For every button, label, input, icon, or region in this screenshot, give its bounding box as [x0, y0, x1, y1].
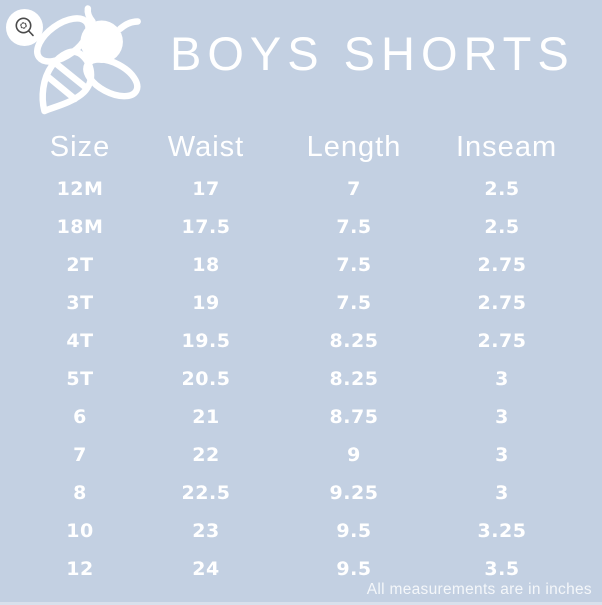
table-cell: 2.75 — [477, 254, 527, 276]
table-cell: 17.5 — [181, 216, 231, 238]
table-cell: 19 — [192, 292, 220, 314]
table-cell: 2.75 — [477, 292, 527, 314]
magnifier-zoom-icon — [15, 17, 34, 37]
table-cell: 2T — [66, 254, 94, 276]
image-bottom-edge — [0, 602, 602, 605]
table-cell: 18 — [192, 254, 220, 276]
table-cell: 3 — [495, 406, 509, 428]
table-row: 2T 18 7.5 2.75 — [0, 246, 548, 284]
table-cell: 3 — [495, 444, 509, 466]
table-cell: 23 — [192, 520, 220, 542]
table-cell: 7.5 — [336, 216, 372, 238]
table-cell: 9 — [347, 444, 361, 466]
table-row: 12M 17 7 2.5 — [0, 170, 548, 208]
table-cell: 8.25 — [329, 330, 379, 352]
table-header-row: Size Waist Length Inseam — [0, 124, 558, 170]
table-cell: 8.25 — [329, 368, 379, 390]
table-cell: 9.5 — [336, 520, 372, 542]
table-row: 8 22.5 9.25 3 — [0, 474, 548, 512]
column-header-inseam: Inseam — [456, 130, 558, 163]
table-cell: 20.5 — [181, 368, 231, 390]
table-cell: 9.25 — [329, 482, 379, 504]
table-cell: 21 — [192, 406, 220, 428]
table-cell: 18M — [56, 216, 104, 238]
column-header-length: Length — [306, 130, 402, 163]
measurements-note: All measurements are in inches — [366, 581, 592, 598]
table-cell: 7 — [73, 444, 87, 466]
table-cell: 12M — [56, 178, 104, 200]
table-cell: 22 — [192, 444, 220, 466]
table-cell: 12 — [66, 558, 94, 580]
table-row: 3T 19 7.5 2.75 — [0, 284, 548, 322]
table-cell: 10 — [66, 520, 94, 542]
bee-logo-icon — [26, 4, 146, 122]
page-title: BOYS SHORTS — [170, 27, 575, 80]
table-cell: 3T — [66, 292, 94, 314]
zoom-button[interactable] — [6, 9, 43, 46]
table-cell: 4T — [66, 330, 94, 352]
table-row: 7 22 9 3 — [0, 436, 548, 474]
table-row: 6 21 8.75 3 — [0, 398, 548, 436]
table-cell: 7.5 — [336, 292, 372, 314]
size-table: Size Waist Length Inseam 12M 17 7 2.5 18M 17.5 7.… — [0, 124, 558, 588]
table-cell: 8 — [73, 482, 87, 504]
table-cell: 3 — [495, 368, 509, 390]
table-cell: 3.5 — [484, 558, 520, 580]
table-cell: 9.5 — [336, 558, 372, 580]
table-cell: 6 — [73, 406, 87, 428]
table-row: 18M 17.5 7.5 2.5 — [0, 208, 548, 246]
column-header-waist: Waist — [167, 130, 245, 163]
table-row: 4T 19.5 8.25 2.75 — [0, 322, 548, 360]
table-cell: 3.25 — [477, 520, 527, 542]
table-cell: 2.75 — [477, 330, 527, 352]
table-cell: 7 — [347, 178, 361, 200]
table-body: 12M 17 7 2.5 18M 17.5 7.5 2.5 2T 18 7.5 2.75 3T 19 7.5… — [0, 170, 548, 588]
table-cell: 5T — [66, 368, 94, 390]
table-row: 10 23 9.5 3.25 — [0, 512, 548, 550]
table-row: 12 24 9.5 3.5 — [0, 550, 548, 588]
column-header-size: Size — [49, 130, 111, 163]
table-cell: 3 — [495, 482, 509, 504]
table-cell: 22.5 — [181, 482, 231, 504]
table-cell: 2.5 — [484, 216, 520, 238]
table-row: 5T 20.5 8.25 3 — [0, 360, 548, 398]
table-cell: 24 — [192, 558, 220, 580]
table-cell: 17 — [192, 178, 220, 200]
table-cell: 2.5 — [484, 178, 520, 200]
table-cell: 19.5 — [181, 330, 231, 352]
table-cell: 7.5 — [336, 254, 372, 276]
table-cell: 8.75 — [329, 406, 379, 428]
